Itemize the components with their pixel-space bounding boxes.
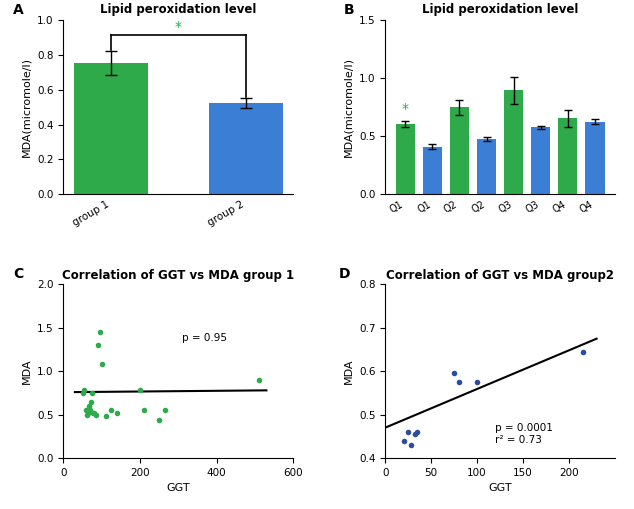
Point [100, 412, 110, 420]
Text: B: B [344, 3, 354, 17]
Bar [477, 139, 496, 194]
Point [154, 416, 164, 424]
Bar [74, 63, 148, 194]
Point [403, 428, 413, 436]
Title: Lipid peroxidation level: Lipid peroxidation level [422, 4, 578, 16]
Point [77, 389, 87, 397]
Point [96, 360, 107, 369]
Point [83, 409, 93, 417]
Point [88, 409, 98, 417]
Point [453, 378, 463, 386]
Point [139, 406, 149, 414]
Text: p = 0.0001
r² = 0.73: p = 0.0001 r² = 0.73 [495, 423, 553, 445]
Point [449, 370, 459, 378]
Text: *: * [175, 20, 182, 34]
Point [112, 409, 122, 417]
Title: Lipid peroxidation level: Lipid peroxidation level [100, 4, 257, 16]
Point [94, 328, 105, 336]
Point [412, 428, 422, 436]
Bar [504, 91, 523, 194]
Text: C: C [13, 267, 23, 281]
Point [91, 411, 101, 419]
Point [472, 378, 482, 386]
Text: D: D [339, 267, 351, 281]
Bar [558, 118, 578, 194]
Bar [450, 107, 469, 194]
Text: *: * [402, 102, 409, 116]
Point [254, 376, 264, 384]
Point [82, 411, 92, 419]
X-axis label: GGT: GGT [488, 484, 512, 493]
Y-axis label: MDA(micromole/l): MDA(micromole/l) [343, 57, 353, 157]
Y-axis label: MDA(micromole/l): MDA(micromole/l) [22, 57, 32, 157]
Point [406, 441, 416, 449]
Bar [531, 127, 550, 194]
Y-axis label: MDA: MDA [344, 358, 353, 384]
Y-axis label: MDA: MDA [22, 358, 32, 384]
Point [93, 341, 103, 349]
Bar [423, 147, 442, 194]
Point [84, 402, 94, 410]
Bar [396, 124, 415, 194]
Bar [209, 103, 283, 194]
Title: Correlation of GGT vs MDA group 1: Correlation of GGT vs MDA group 1 [62, 269, 294, 282]
Point [79, 386, 89, 394]
Point [81, 406, 91, 414]
Point [398, 437, 408, 445]
Point [89, 409, 99, 417]
Text: p = 0.95: p = 0.95 [182, 333, 227, 343]
Point [578, 348, 588, 356]
Point [85, 406, 95, 414]
X-axis label: GGT: GGT [167, 484, 190, 493]
Point [135, 386, 145, 394]
Bar [585, 122, 605, 194]
Point [160, 406, 170, 414]
Point [410, 430, 420, 438]
Point [107, 406, 117, 414]
Point [86, 398, 96, 406]
Title: Correlation of GGT vs MDA group2: Correlation of GGT vs MDA group2 [386, 269, 614, 282]
Point [87, 389, 97, 397]
Text: A: A [13, 3, 23, 17]
